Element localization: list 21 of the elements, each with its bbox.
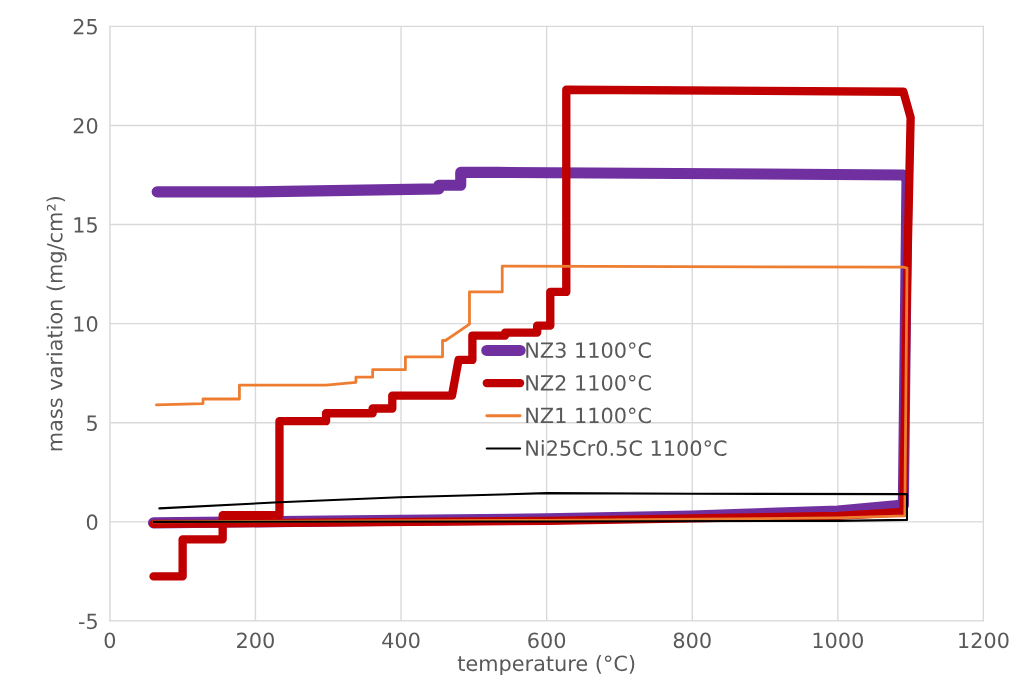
x-tick-label: 0 (104, 632, 116, 649)
y-axis-title: mass variation (mg/cm²) (46, 196, 67, 451)
x-tick-label: 600 (528, 632, 566, 649)
x-tick-label: 400 (382, 632, 420, 649)
x-tick-label: 1000 (813, 632, 863, 649)
legend-label: Ni25Cr0.5C 1100°C (526, 439, 727, 457)
x-tick-label: 800 (673, 632, 711, 649)
y-tick-label: 0 (86, 514, 98, 531)
line-series (152, 492, 909, 523)
x-axis-title: temperature (°C) (457, 655, 635, 675)
y-tick-label: -5 (78, 613, 97, 630)
y-tick-label: 5 (87, 415, 97, 431)
legend-label: NZ2 1100°C (526, 374, 651, 391)
y-tick-label: 20 (73, 117, 98, 134)
legend-label: NZ1 1100°C (526, 407, 651, 424)
x-tick-label: 1200 (959, 632, 1009, 649)
y-tick-label: 15 (74, 217, 97, 233)
x-tick-label: 200 (237, 632, 274, 649)
y-tick-label: 10 (74, 316, 98, 332)
legend-label: NZ3 1100°C (526, 342, 651, 359)
y-tick-label: 25 (73, 18, 97, 35)
